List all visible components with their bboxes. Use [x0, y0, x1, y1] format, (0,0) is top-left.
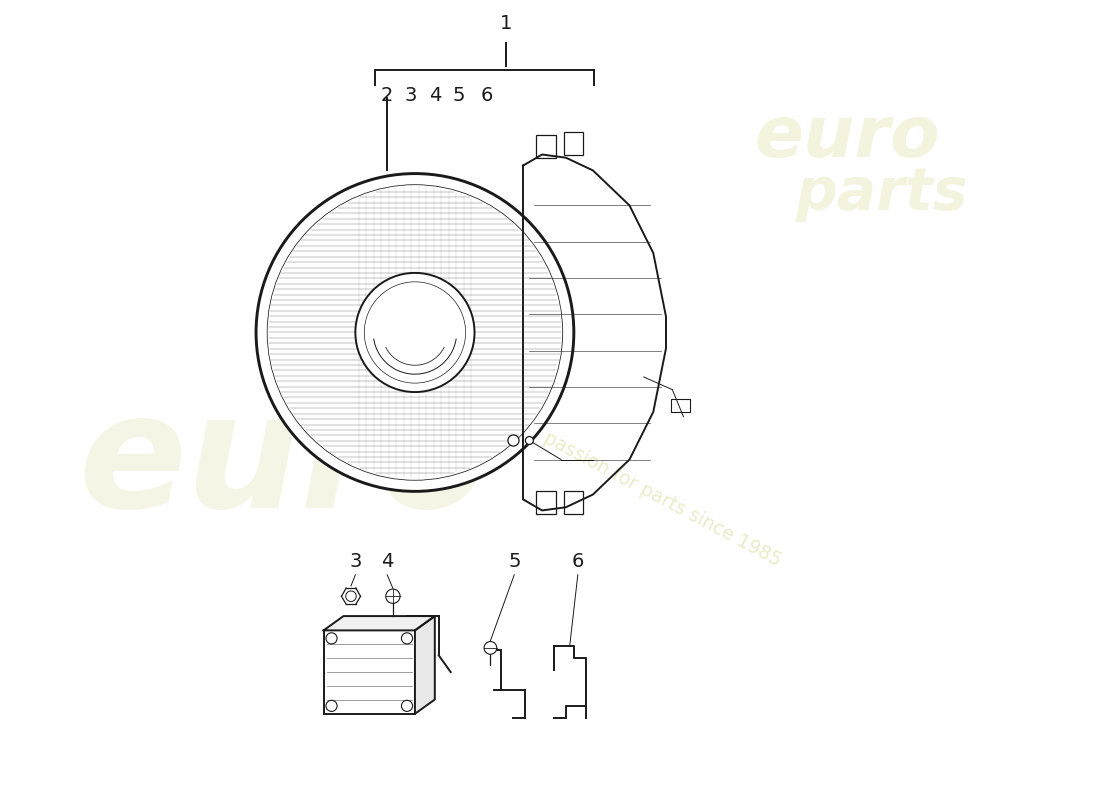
- Circle shape: [256, 174, 574, 491]
- Text: 6: 6: [481, 86, 493, 105]
- Bar: [537, 491, 557, 514]
- Text: 5: 5: [452, 86, 465, 105]
- Circle shape: [526, 437, 534, 445]
- Text: 1: 1: [500, 14, 513, 33]
- Circle shape: [326, 633, 337, 644]
- Text: 5: 5: [508, 552, 520, 571]
- Circle shape: [345, 591, 356, 602]
- Bar: [671, 399, 690, 412]
- Polygon shape: [415, 616, 434, 714]
- Text: 3: 3: [405, 86, 417, 105]
- Circle shape: [402, 633, 412, 644]
- Text: euro: euro: [755, 103, 939, 172]
- Text: euro: euro: [78, 386, 488, 541]
- Bar: [537, 135, 557, 158]
- Text: 4: 4: [429, 86, 441, 105]
- Circle shape: [355, 273, 474, 392]
- Circle shape: [402, 700, 412, 711]
- Text: 2: 2: [381, 86, 394, 105]
- Text: 4: 4: [381, 552, 394, 571]
- Text: 6: 6: [572, 552, 584, 571]
- Polygon shape: [323, 616, 434, 630]
- Bar: [563, 132, 583, 154]
- Circle shape: [326, 700, 337, 711]
- Bar: [563, 491, 583, 514]
- Bar: [323, 630, 415, 714]
- Text: 3: 3: [349, 552, 362, 571]
- Text: parts: parts: [795, 165, 968, 222]
- Circle shape: [508, 435, 519, 446]
- Circle shape: [386, 589, 400, 603]
- Circle shape: [484, 642, 497, 654]
- Text: a passion for parts since 1985: a passion for parts since 1985: [526, 421, 784, 570]
